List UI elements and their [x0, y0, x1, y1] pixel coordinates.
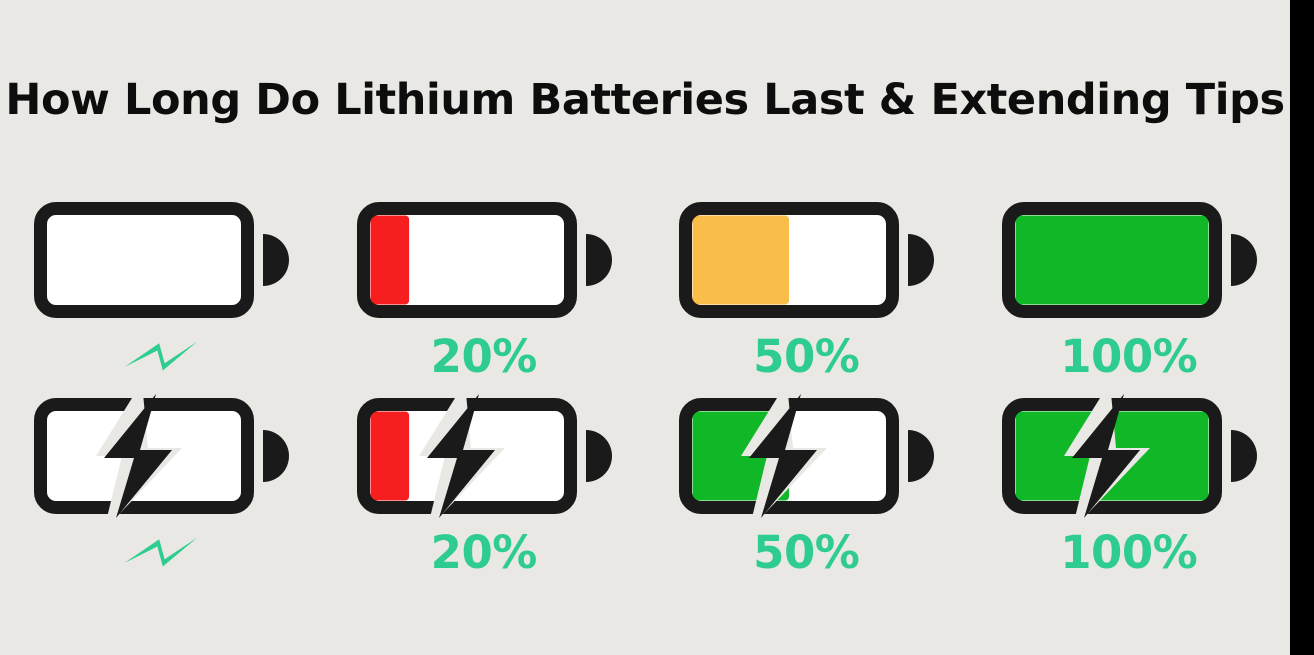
battery-inner-plate	[40, 208, 248, 312]
battery-terminal-nub	[1230, 234, 1257, 286]
battery-icon	[34, 202, 290, 318]
battery-icon	[1001, 202, 1257, 318]
page-title: How Long Do Lithium Batteries Last & Ext…	[5, 75, 1285, 125]
battery-percent-text: 100%	[1060, 329, 1198, 383]
battery-level-label	[119, 330, 203, 382]
green-bolt-glyph-icon	[124, 341, 198, 371]
battery-percent-text: 100%	[1060, 525, 1198, 579]
battery-empty[interactable]	[0, 196, 323, 382]
battery-body-group	[679, 202, 900, 318]
battery-terminal-nub	[263, 430, 290, 482]
battery-body-group	[34, 202, 255, 318]
battery-icon	[679, 202, 935, 318]
battery-outline	[356, 202, 577, 318]
battery-terminal-nub	[585, 430, 612, 482]
right-edge-strip	[1290, 0, 1314, 655]
battery-level-label: 20%	[430, 525, 538, 579]
battery-terminal-nub	[908, 430, 935, 482]
battery-outline	[679, 202, 900, 318]
battery-terminal-nub	[1230, 430, 1257, 482]
battery-100[interactable]: 100%	[968, 196, 1291, 382]
battery-percent-text: 20%	[430, 329, 538, 383]
battery-fill-level	[1015, 215, 1209, 305]
battery-level-label	[119, 526, 203, 578]
battery-level-label: 100%	[1060, 329, 1198, 383]
battery-fill-level	[370, 411, 409, 501]
battery-outline	[1001, 202, 1222, 318]
battery-fill-level	[370, 215, 409, 305]
charging-bolt-icon	[426, 394, 495, 518]
charging-bolt-icon	[104, 394, 173, 518]
battery-terminal-nub	[263, 234, 290, 286]
charging-bolt-icon	[1071, 394, 1140, 518]
battery-50[interactable]: 50%	[645, 196, 968, 382]
battery-grid: 20% 50% 100% 20% 50% 100%	[0, 196, 1290, 588]
battery-percent-text: 50%	[753, 525, 860, 579]
battery-outline	[34, 202, 255, 318]
battery-icon	[356, 394, 612, 518]
battery-terminal-nub	[585, 234, 612, 286]
battery-20[interactable]: 20%	[323, 196, 646, 382]
battery-terminal-nub	[908, 234, 935, 286]
battery-level-label: 20%	[430, 329, 538, 383]
battery-percent-text: 20%	[430, 525, 538, 579]
battery-fill-level	[692, 215, 790, 305]
battery-icon	[34, 394, 290, 518]
battery-icon	[679, 394, 935, 518]
battery-charging-50[interactable]: 50%	[645, 392, 968, 578]
battery-body-group	[1001, 202, 1222, 318]
charging-bolt-icon	[749, 394, 818, 518]
battery-body-group	[356, 202, 577, 318]
battery-level-label: 50%	[753, 329, 860, 383]
battery-icon	[1001, 394, 1257, 518]
green-bolt-glyph-icon	[124, 537, 198, 567]
battery-charging-empty[interactable]	[0, 392, 323, 578]
battery-icon	[356, 202, 612, 318]
battery-percent-text: 50%	[753, 329, 860, 383]
battery-charging-20[interactable]: 20%	[323, 392, 646, 578]
battery-inner-plate	[363, 208, 571, 312]
battery-level-label: 50%	[753, 525, 860, 579]
battery-charging-100[interactable]: 100%	[968, 392, 1291, 578]
battery-level-label: 100%	[1060, 525, 1198, 579]
